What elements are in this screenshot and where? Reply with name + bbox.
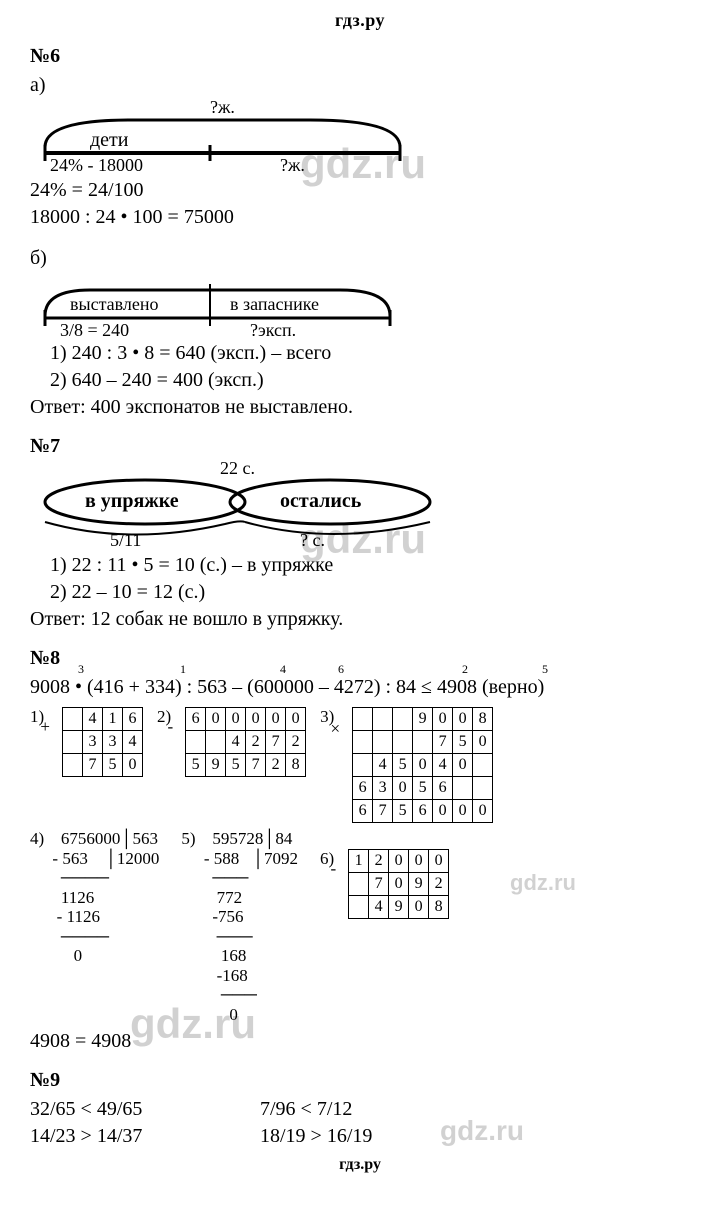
p8-calc5: 5) 595728│84 - 588 │7092 ─── 772 -756 ──… <box>181 829 298 1024</box>
p6b-seg2-bot: ?эксп. <box>250 320 296 341</box>
p8-row1: 1) +416334750 2) -6000004272595728 3) ×9… <box>30 707 690 823</box>
footer-brand: гдз.ру <box>30 1156 690 1174</box>
p7-diagram: 22 с. в упряжке остались 5/11 ? с. <box>30 464 450 550</box>
p6a-line1: 24% = 24/100 <box>30 177 690 204</box>
p7-seg1: в упряжке <box>85 490 179 513</box>
p6a-seg1-top: дети <box>90 129 129 152</box>
p9-c3: 18/19 > 16/19 <box>260 1123 490 1150</box>
p6a-seg1-bot: 24% - 18000 <box>50 155 143 176</box>
p8-label: №8 <box>30 647 690 670</box>
p6b-seg1-top: выставлено <box>70 294 159 315</box>
p8-calc2: 2) -6000004272595728 <box>157 707 306 823</box>
p7-top: 22 с. <box>220 458 255 479</box>
p6b-answer: Ответ: 400 экспонатов не выставлено. <box>30 394 690 421</box>
p7-seg2: остались <box>280 490 361 513</box>
p6a-diagram: ?ж. дети 24% - 18000 ?ж. <box>30 105 410 175</box>
p9-label: №9 <box>30 1069 690 1092</box>
p8-row2: 4) 6756000│563 - 563 │12000 ──── 1126 - … <box>30 829 690 1024</box>
p6-part-a: а) <box>30 72 690 99</box>
p7-seg2-bot: ? с. <box>300 530 325 551</box>
p7-seg1-bot: 5/11 <box>110 530 141 551</box>
p6-label: №6 <box>30 45 690 68</box>
p8-calc6: 6) -1200070924908 <box>320 849 449 919</box>
p7-line1: 1) 22 : 11 • 5 = 10 (с.) – в упряжке <box>50 552 690 579</box>
p6b-line2: 2) 640 – 240 = 400 (эксп.) <box>50 367 690 394</box>
p8-expr-wrap: 314625 9008 • (416 + 334) : 563 – (60000… <box>30 674 690 701</box>
p7-label: №7 <box>30 435 690 458</box>
p9-c0: 32/65 < 49/65 <box>30 1096 260 1123</box>
p8-expr: 9008 • (416 + 334) : 563 – (600000 – 427… <box>30 674 690 701</box>
p9-grid: 32/65 < 49/65 7/96 < 7/12 14/23 > 14/37 … <box>30 1096 690 1150</box>
p6b-diagram: выставлено в запаснике 3/8 = 240 ?эксп. <box>30 278 400 338</box>
p7-answer: Ответ: 12 собак не вошло в упряжку. <box>30 606 690 633</box>
p6b-line1: 1) 240 : 3 • 8 = 640 (эксп.) – всего <box>50 340 690 367</box>
p6a-line2: 18000 : 24 • 100 = 75000 <box>30 204 690 231</box>
p6b-seg1-bot: 3/8 = 240 <box>60 320 129 341</box>
p6b-seg2-top: в запаснике <box>230 294 319 315</box>
p8-calc1: 1) +416334750 <box>30 707 143 823</box>
p8-result: 4908 = 4908 <box>30 1028 690 1055</box>
p6-part-b: б) <box>30 245 690 272</box>
site-brand: гдз.ру <box>30 10 690 31</box>
p9-c1: 7/96 < 7/12 <box>260 1096 490 1123</box>
p8-calc3: 3) ×900875045040630566756000 <box>320 707 493 823</box>
p7-line2: 2) 22 – 10 = 12 (с.) <box>50 579 690 606</box>
p6a-top: ?ж. <box>210 97 235 118</box>
p9-c2: 14/23 > 14/37 <box>30 1123 260 1150</box>
p6a-seg2-bot: ?ж. <box>280 155 305 176</box>
p8-calc4: 4) 6756000│563 - 563 │12000 ──── 1126 - … <box>30 829 159 966</box>
